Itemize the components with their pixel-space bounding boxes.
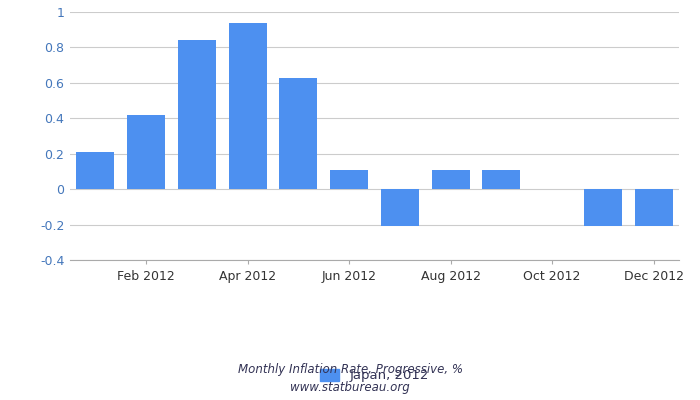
Bar: [482, 170, 520, 189]
Bar: [635, 189, 673, 226]
Bar: [381, 189, 419, 226]
Text: Monthly Inflation Rate, Progressive, %: Monthly Inflation Rate, Progressive, %: [237, 364, 463, 376]
Bar: [127, 115, 165, 189]
Bar: [584, 189, 622, 226]
Bar: [76, 152, 114, 189]
Legend: Japan, 2012: Japan, 2012: [320, 369, 429, 382]
Bar: [229, 23, 267, 189]
Bar: [330, 170, 368, 189]
Text: www.statbureau.org: www.statbureau.org: [290, 382, 410, 394]
Bar: [432, 170, 470, 189]
Bar: [178, 40, 216, 189]
Bar: [279, 78, 317, 189]
